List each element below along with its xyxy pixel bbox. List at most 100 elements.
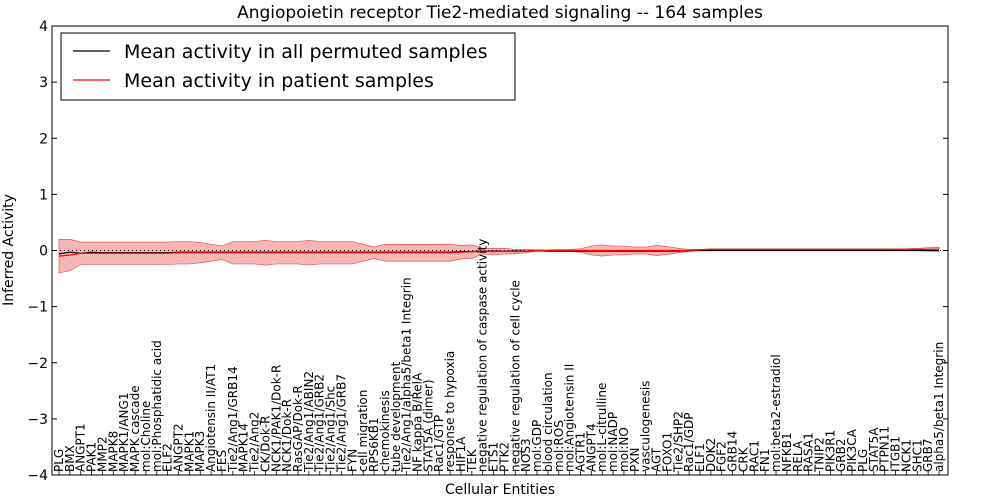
x-tick-label: MAPK14 bbox=[237, 423, 251, 472]
x-axis-label: Cellular Entities bbox=[445, 482, 555, 498]
x-tick-label: mol:ROS bbox=[552, 420, 566, 472]
x-tick-label: GRB2 bbox=[834, 438, 848, 472]
x-tick-label: Tie2/Ang1/alpha5/beta1 Integrin bbox=[400, 277, 414, 473]
x-tick-label: mol:Choline bbox=[139, 401, 153, 472]
x-tick-label: MAPK8 bbox=[106, 431, 120, 472]
x-tick-label: PAK1 bbox=[85, 442, 99, 472]
x-tick-label: alpha5/beta1 Integrin bbox=[932, 342, 946, 472]
x-tick-label: ANGPT4 bbox=[584, 423, 598, 472]
x-tick-label: ANGPT2 bbox=[172, 423, 186, 472]
chart-title: Angiopoietin receptor Tie2-mediated sign… bbox=[237, 3, 763, 23]
x-tick-label: Angiotensin II/AT1 bbox=[204, 364, 218, 472]
y-tick-label: −1 bbox=[27, 300, 48, 316]
x-tick-label: mol:GDP bbox=[530, 420, 544, 472]
x-tick-label: FOXO1 bbox=[660, 432, 674, 472]
x-tick-label: NOS3 bbox=[519, 438, 533, 472]
x-tick-label: mol:Angiotensin II bbox=[563, 364, 577, 472]
x-tick-label: ETS1 bbox=[487, 442, 501, 472]
x-tick-label: NFKB1 bbox=[780, 432, 794, 472]
x-tick-label: PXN bbox=[628, 448, 642, 472]
plot-area: −4−3−2−101234PLGBMXANGPT1PAK1MMP2MAPK8MA… bbox=[27, 19, 949, 484]
x-tick-label: response to hypoxia bbox=[443, 351, 457, 472]
y-tick-label: 4 bbox=[39, 19, 48, 35]
y-tick-label: 1 bbox=[39, 187, 48, 203]
x-tick-label: CRK bbox=[736, 446, 750, 472]
x-tick-label: blood circulation bbox=[541, 372, 555, 472]
series-line-patient bbox=[58, 248, 939, 257]
legend-label-patient: Mean activity in patient samples bbox=[124, 70, 434, 92]
x-tick-label: Tie2/Ang1/ABIN2 bbox=[302, 371, 316, 473]
x-tick-label: CK/Dok-R bbox=[258, 416, 272, 473]
x-tick-label: STAT5A bbox=[867, 427, 881, 472]
x-tick-label: Tie2/SHP2 bbox=[671, 411, 685, 473]
x-tick-label: PIK3CA bbox=[845, 428, 859, 472]
x-tick-label: AGTR1 bbox=[574, 432, 588, 472]
legend: Mean activity in all permuted samples Me… bbox=[60, 32, 516, 101]
x-tick-label: MAPK1 bbox=[182, 431, 196, 472]
x-tick-label: Rac1/GTP bbox=[432, 415, 446, 472]
x-tick-label: mol:Phosphatidic acid bbox=[150, 340, 164, 472]
x-tick-label: STAT5A (dimer) bbox=[421, 379, 435, 472]
x-tick-label: Tie2/Ang1/GRB14 bbox=[226, 366, 240, 473]
x-tick-label: tube development bbox=[389, 361, 403, 472]
x-tick-label: NCK1/PAK1/Dok-R bbox=[269, 365, 283, 472]
x-tick-label: mol:beta2-estradiol bbox=[769, 354, 783, 472]
x-tick-label: NF kappa B/RelA bbox=[411, 372, 425, 472]
x-tick-label: Rac1/GDP bbox=[682, 413, 696, 472]
y-tick-label: −2 bbox=[27, 356, 48, 372]
x-tick-label: MAPK3 bbox=[193, 431, 207, 472]
x-tick-label: RASA1 bbox=[802, 432, 816, 472]
y-tick-label: −4 bbox=[27, 468, 48, 484]
x-tick-label: MMP2 bbox=[96, 436, 110, 472]
x-tick-label: RAC1 bbox=[747, 440, 761, 472]
x-tick-label: HIF1A bbox=[454, 436, 468, 472]
x-tick-label: Tie2/Ang1/Shc bbox=[324, 386, 338, 473]
x-tick-label: BMX bbox=[63, 445, 77, 472]
x-tick-label: ITGB1 bbox=[889, 436, 903, 472]
x-tick-label: mol:L-citrulline bbox=[595, 383, 609, 472]
x-tick-label: Tie2/Ang1/GRB2 bbox=[313, 374, 327, 473]
x-tick-label: mol:NADP bbox=[606, 412, 620, 472]
x-tick-label: GRB14 bbox=[726, 431, 740, 472]
x-tick-label: mol:NO bbox=[617, 427, 631, 472]
x-tick-label: AGT bbox=[650, 447, 664, 472]
x-tick-label: negative regulation of caspase activity bbox=[476, 239, 490, 472]
x-tick-label: PTK2 bbox=[497, 442, 511, 472]
x-tick-label: PLG bbox=[856, 449, 870, 472]
x-tick-label: TNIP2 bbox=[813, 437, 827, 473]
x-tick-label: chemokinesis bbox=[378, 390, 392, 472]
x-tick-label: cell migration bbox=[356, 390, 370, 472]
x-tick-label: negative regulation of cell cycle bbox=[508, 280, 522, 472]
x-tick-label: ANGPT1 bbox=[74, 423, 88, 472]
x-tick-label: vasculogenesis bbox=[639, 381, 653, 472]
x-tick-label: GRB7 bbox=[921, 438, 935, 472]
x-tick-label: FES bbox=[215, 450, 229, 472]
x-tick-label: RPS6KB1 bbox=[367, 417, 381, 472]
x-tick-label: FGF2 bbox=[715, 441, 729, 472]
x-tick-label: ELF2 bbox=[161, 443, 175, 472]
x-tick-label: Tie2/Ang1/GRB7 bbox=[335, 374, 349, 473]
x-tick-label: ELF1 bbox=[693, 443, 707, 472]
x-tick-label: MAPK cascade bbox=[128, 385, 142, 472]
y-tick-label: 2 bbox=[39, 131, 48, 147]
x-tick-label: NCK1 bbox=[899, 439, 913, 472]
legend-label-permuted: Mean activity in all permuted samples bbox=[124, 41, 487, 63]
x-tick-label: FN1 bbox=[758, 448, 772, 472]
x-tick-label: Tie2/Ang2 bbox=[248, 412, 262, 473]
x-tick-label: RasGAP/Dok-R bbox=[291, 385, 305, 472]
y-axis-label: Inferred Activity bbox=[1, 194, 17, 306]
x-tick-label: SHC1 bbox=[910, 439, 924, 472]
legend-box bbox=[60, 32, 516, 101]
y-tick-label: 0 bbox=[39, 244, 48, 260]
patient-spread-band bbox=[58, 239, 940, 274]
x-tick-label: PLG bbox=[52, 449, 66, 472]
y-tick-label: 3 bbox=[39, 75, 48, 91]
x-tick-label: MAPK1/ANG1 bbox=[117, 393, 131, 472]
x-tick-label: FYN bbox=[345, 449, 359, 472]
y-tick-label: −3 bbox=[27, 412, 48, 428]
x-tick-label: DOK2 bbox=[704, 438, 718, 472]
x-tick-label: TEK bbox=[465, 448, 479, 473]
x-tick-label: PIK3R1 bbox=[823, 430, 837, 472]
x-tick-label: PTPN11 bbox=[878, 426, 892, 472]
